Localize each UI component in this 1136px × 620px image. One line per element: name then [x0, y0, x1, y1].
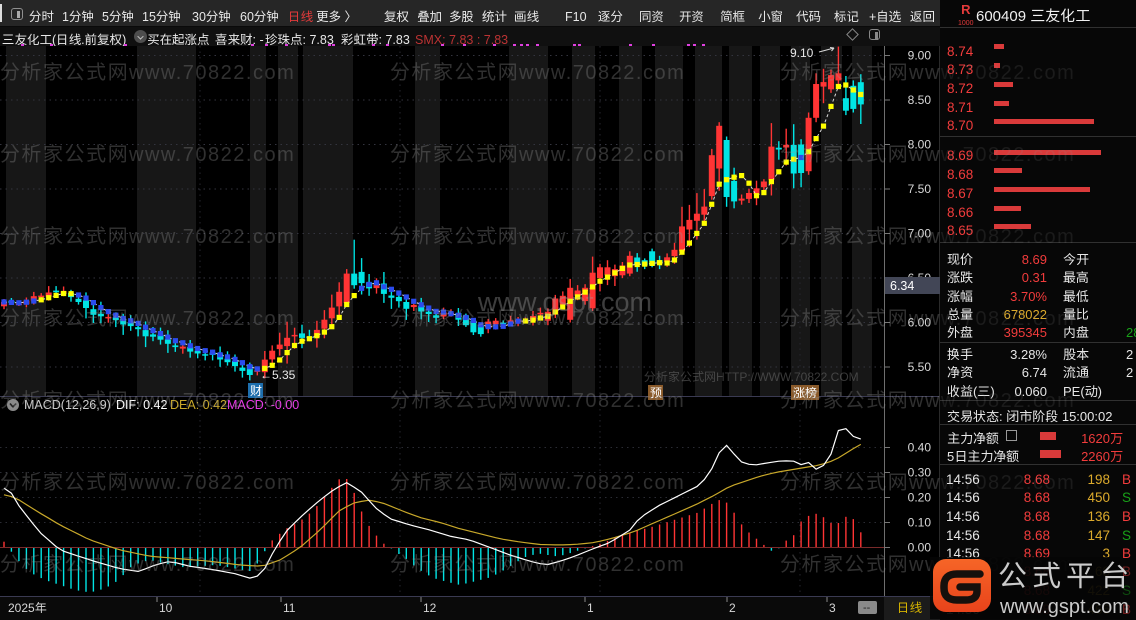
svg-text:MACD(12,26,9): MACD(12,26,9) — [24, 394, 111, 413]
svg-text:DEA: 0.42: DEA: 0.42 — [170, 394, 227, 413]
svg-text:预: 预 — [650, 384, 662, 401]
svg-text:DIF: 0.42: DIF: 0.42 — [116, 394, 167, 413]
svg-text:9.00: 9.00 — [908, 47, 932, 64]
svg-text:9.10: 9.10 — [790, 46, 814, 61]
svg-text:10: 10 — [159, 599, 173, 616]
svg-text:0.40: 0.40 — [908, 439, 932, 456]
svg-text:8.00: 8.00 — [908, 136, 932, 153]
svg-text:7.50: 7.50 — [908, 180, 932, 197]
svg-text:0.20: 0.20 — [908, 489, 932, 506]
svg-text:3: 3 — [829, 599, 836, 616]
svg-text:0.30: 0.30 — [908, 464, 932, 481]
svg-text:--: -- — [863, 599, 871, 615]
svg-text:0.00: 0.00 — [908, 539, 932, 556]
svg-text:财: 财 — [250, 382, 262, 399]
svg-text:2025年: 2025年 — [8, 599, 47, 616]
svg-text:←5.35: ←5.35 — [260, 366, 296, 383]
svg-text:5.50: 5.50 — [908, 358, 932, 375]
svg-text:0.10: 0.10 — [908, 514, 932, 531]
svg-text:MACD: -0.00: MACD: -0.00 — [227, 394, 299, 413]
svg-text:涨榜: 涨榜 — [793, 384, 817, 401]
svg-text:2: 2 — [729, 599, 736, 616]
svg-text:12: 12 — [423, 599, 437, 616]
svg-text:8.50: 8.50 — [908, 91, 932, 108]
svg-text:日线: 日线 — [897, 597, 922, 616]
svg-text:6.00: 6.00 — [908, 314, 932, 331]
svg-text:11: 11 — [283, 599, 296, 616]
svg-text:1: 1 — [587, 599, 594, 616]
svg-text:6.34: 6.34 — [890, 275, 914, 294]
svg-text:7.00: 7.00 — [908, 225, 932, 242]
